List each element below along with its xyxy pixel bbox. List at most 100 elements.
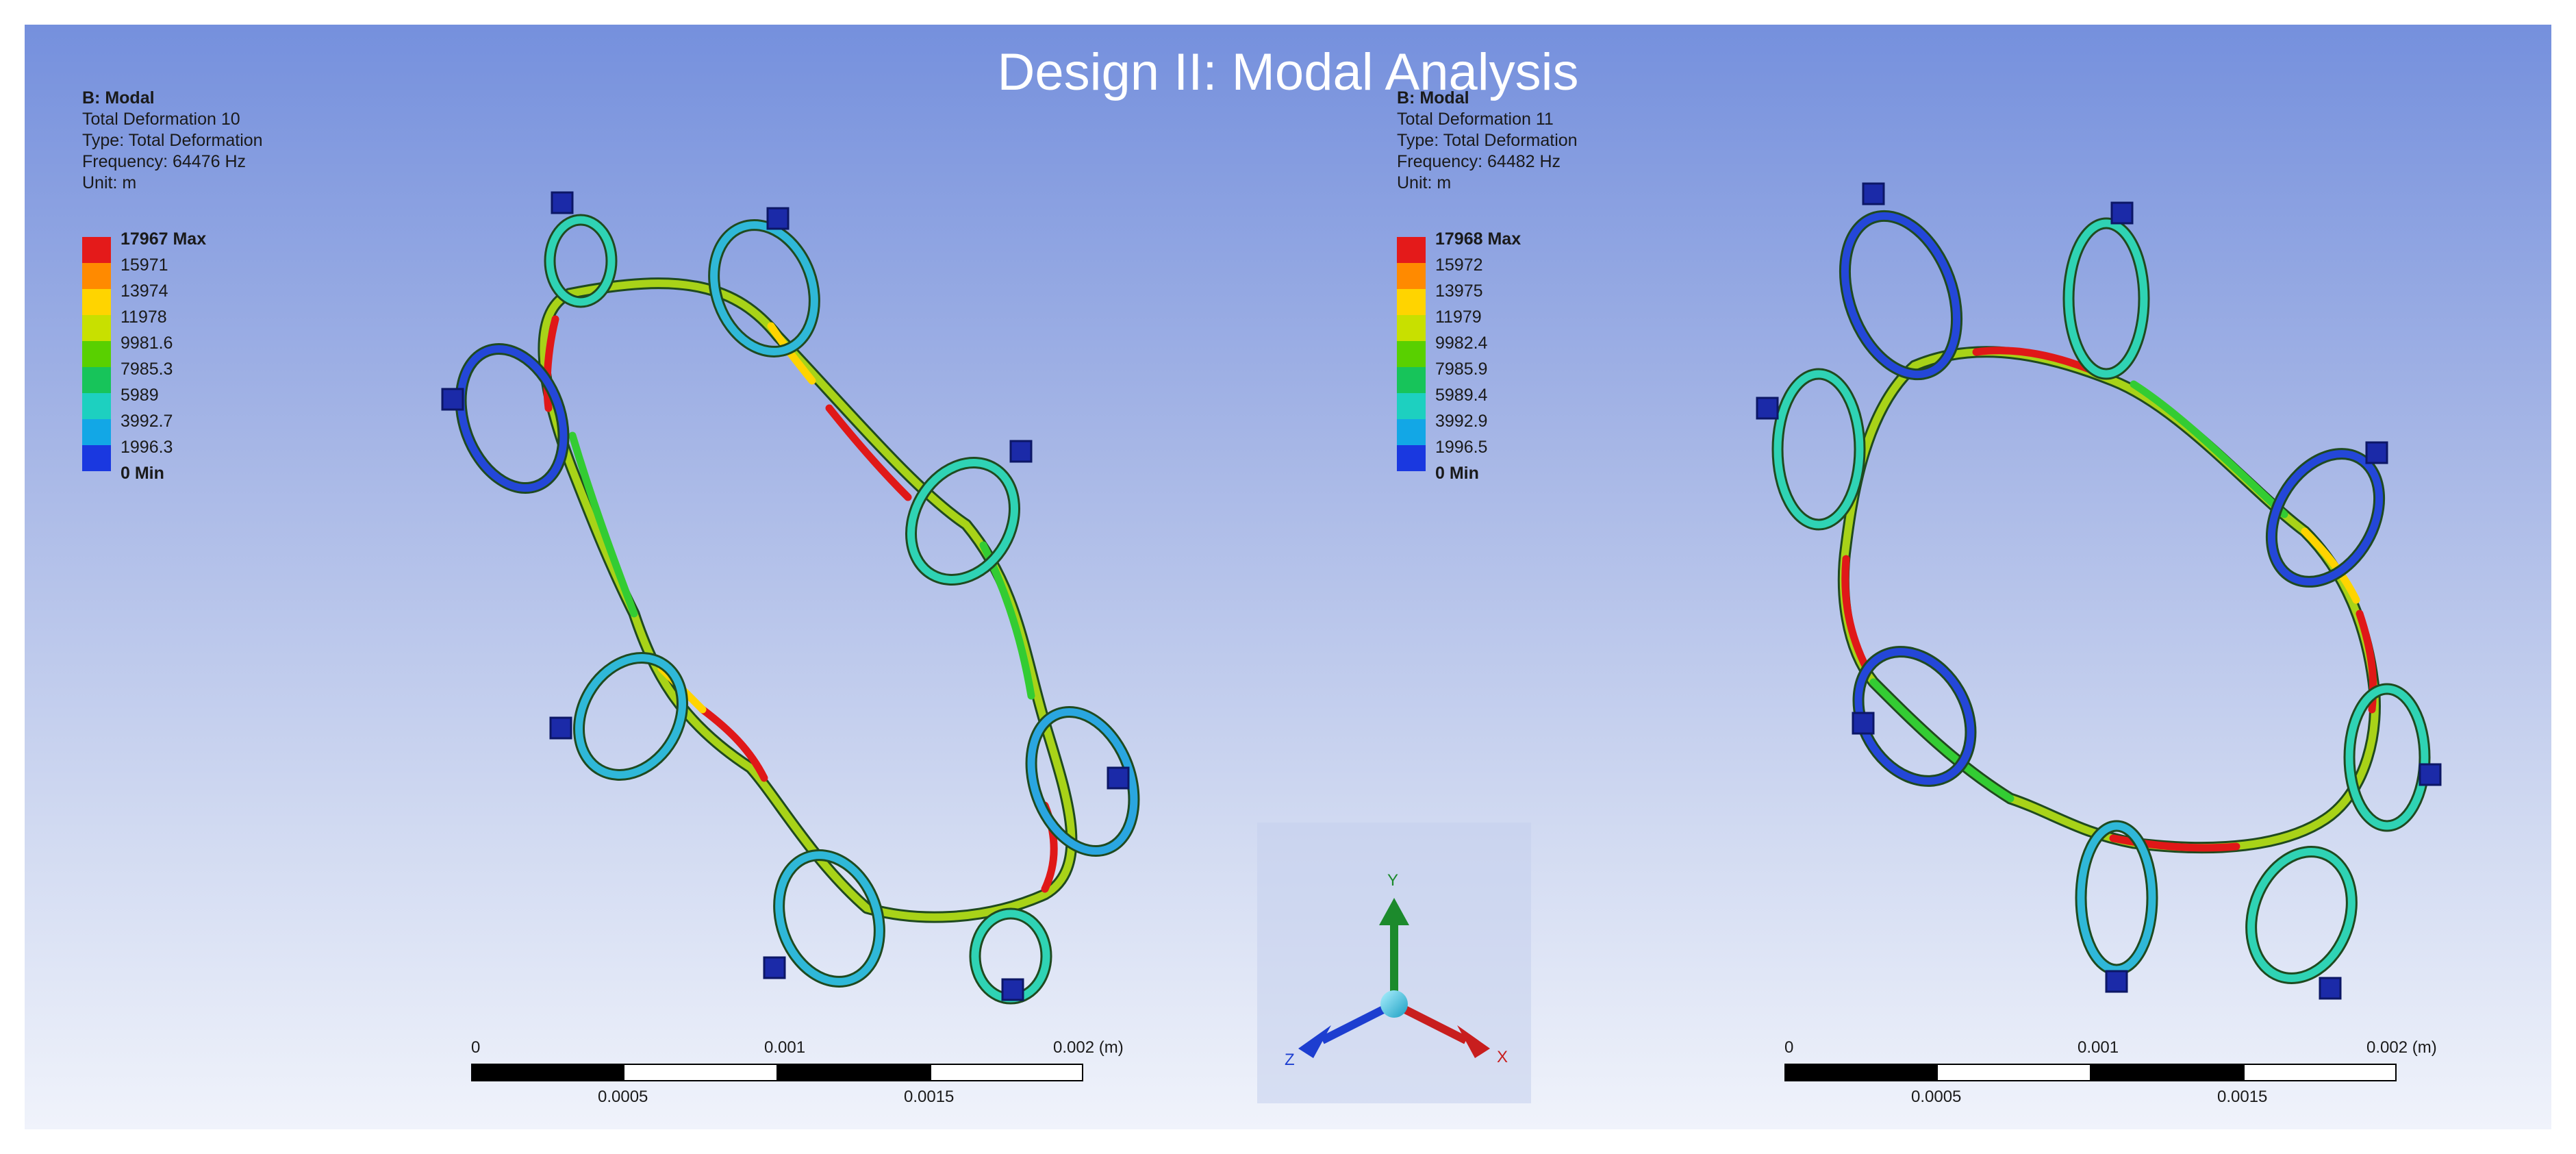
legend-label-min: 0 Min xyxy=(1435,464,1479,483)
right-info-line: Frequency: 64482 Hz xyxy=(1397,152,1561,171)
legend-swatch xyxy=(82,367,111,393)
left-anchor xyxy=(1001,978,1024,1001)
left-mode-shape[interactable] xyxy=(25,25,2551,1129)
scale-label: 0.002 (m) xyxy=(2366,1038,2437,1057)
legend-swatch xyxy=(82,289,111,315)
right-loop xyxy=(2267,450,2384,586)
right-legend: 17968 Max 15972 13975 11979 9982.4 7985.… xyxy=(1397,230,1602,511)
x-axis-arrow xyxy=(1457,1025,1490,1058)
legend-label: 9982.4 xyxy=(1435,334,1488,353)
right-info-line: Type: Total Deformation xyxy=(1397,131,1578,150)
legend-label: 11979 xyxy=(1435,308,1482,327)
legend-label: 7985.3 xyxy=(121,360,173,379)
right-loop xyxy=(1841,212,1961,379)
legend-swatch xyxy=(82,263,111,289)
right-anchor xyxy=(1862,182,1885,205)
left-loop-top xyxy=(546,216,616,306)
y-axis-label: Y xyxy=(1387,871,1398,890)
left-loop-bottom-left xyxy=(775,851,883,986)
legend-label: 5989 xyxy=(121,386,159,405)
right-anchor xyxy=(2105,970,2128,993)
right-ring-hot-segment xyxy=(1972,347,2097,375)
left-anchor xyxy=(441,388,464,411)
left-anchor xyxy=(549,716,572,740)
left-loop-right xyxy=(907,459,1018,584)
right-info-line: Unit: m xyxy=(1397,173,1452,192)
left-loop-left xyxy=(457,344,568,492)
legend-swatch xyxy=(82,315,111,341)
legend-label: 11978 xyxy=(121,308,167,327)
left-info-line: Frequency: 64476 Hz xyxy=(82,152,247,171)
triad-graphic: Y X Z xyxy=(1285,871,1508,1069)
scale-label: 0.0015 xyxy=(904,1088,955,1106)
legend-swatch xyxy=(82,445,111,471)
left-loop-mid-right xyxy=(1027,707,1138,855)
right-ring-hot-segment xyxy=(2109,834,2240,852)
legend-swatch xyxy=(82,237,111,263)
right-info: B: Modal Total Deformation 11 Type: Tota… xyxy=(1397,88,1578,194)
scale-segment xyxy=(930,1064,1083,1081)
right-anchor xyxy=(1756,397,1779,420)
scale-segment xyxy=(1784,1064,1938,1081)
legend-label: 9981.6 xyxy=(121,334,173,353)
left-ring-warm-segment xyxy=(767,322,816,385)
viewport[interactable]: Design II: Modal Analysis B: Modal Total… xyxy=(25,25,2551,1129)
right-loop xyxy=(2064,219,2148,378)
scale-segment xyxy=(1936,1064,2091,1081)
right-scale-bar: 0 0.001 0.002 (m) 0.0005 0.0015 xyxy=(1784,1038,2437,1114)
scale-label: 0.0005 xyxy=(598,1088,648,1106)
right-loop xyxy=(1854,648,1975,785)
scale-segment xyxy=(776,1064,931,1081)
legend-label: 7985.9 xyxy=(1435,360,1488,379)
scale-label: 0 xyxy=(471,1038,481,1057)
right-anchor xyxy=(2419,763,2442,786)
right-ring-cool-segment xyxy=(2130,380,2288,518)
right-info-line: Total Deformation 11 xyxy=(1397,110,1554,129)
right-info-header: B: Modal xyxy=(1397,88,1469,108)
left-info-line: Type: Total Deformation xyxy=(82,131,263,150)
right-loop xyxy=(2077,822,2156,974)
axis-triad[interactable]: Y X Z xyxy=(1257,823,1531,1103)
triad-origin xyxy=(1380,990,1408,1018)
legend-swatch xyxy=(82,419,111,445)
page-title: Design II: Modal Analysis xyxy=(997,43,1579,101)
scale-label: 0.0005 xyxy=(1911,1088,1962,1106)
y-axis-arrow xyxy=(1379,898,1409,925)
right-ring xyxy=(1839,348,2379,852)
right-anchor xyxy=(2365,441,2388,464)
scale-label: 0.002 (m) xyxy=(1053,1038,1124,1057)
legend-label: 3992.9 xyxy=(1435,412,1488,431)
legend-label-max: 17968 Max xyxy=(1435,229,1521,249)
left-anchor xyxy=(551,191,574,214)
z-axis-label: Z xyxy=(1285,1051,1295,1069)
left-ring xyxy=(540,279,1076,921)
scale-label: 0.001 xyxy=(764,1038,806,1057)
left-anchor xyxy=(763,956,786,979)
left-anchor xyxy=(1107,766,1130,790)
left-ring-cool-segment xyxy=(568,431,638,618)
left-info-header: B: Modal xyxy=(82,88,155,108)
right-loop xyxy=(2345,685,2429,830)
legend-swatch xyxy=(1397,341,1426,367)
scale-segment xyxy=(471,1064,624,1081)
left-ring-hot-segment xyxy=(698,705,768,782)
legend-label: 15971 xyxy=(121,255,168,275)
left-loop-top-right xyxy=(710,221,818,355)
scale-segment xyxy=(623,1064,778,1081)
scale-segment xyxy=(2090,1064,2245,1081)
left-ring-hot-segment xyxy=(825,404,912,501)
right-anchor xyxy=(2110,201,2134,225)
legend-label: 5989.4 xyxy=(1435,386,1488,405)
legend-swatch xyxy=(1397,367,1426,393)
legend-label: 15972 xyxy=(1435,255,1483,275)
left-ring-hot-segment xyxy=(543,315,559,412)
z-axis-arrow xyxy=(1298,1025,1331,1058)
right-anchor xyxy=(1852,712,1875,735)
legend-swatch xyxy=(1397,419,1426,445)
left-loop-mid-left xyxy=(575,654,686,779)
left-anchor xyxy=(1009,440,1033,463)
right-ring-cool-segment xyxy=(1869,678,2015,803)
legend-swatch xyxy=(1397,393,1426,419)
legend-label: 1996.3 xyxy=(121,438,173,457)
left-info-line: Unit: m xyxy=(82,173,137,192)
